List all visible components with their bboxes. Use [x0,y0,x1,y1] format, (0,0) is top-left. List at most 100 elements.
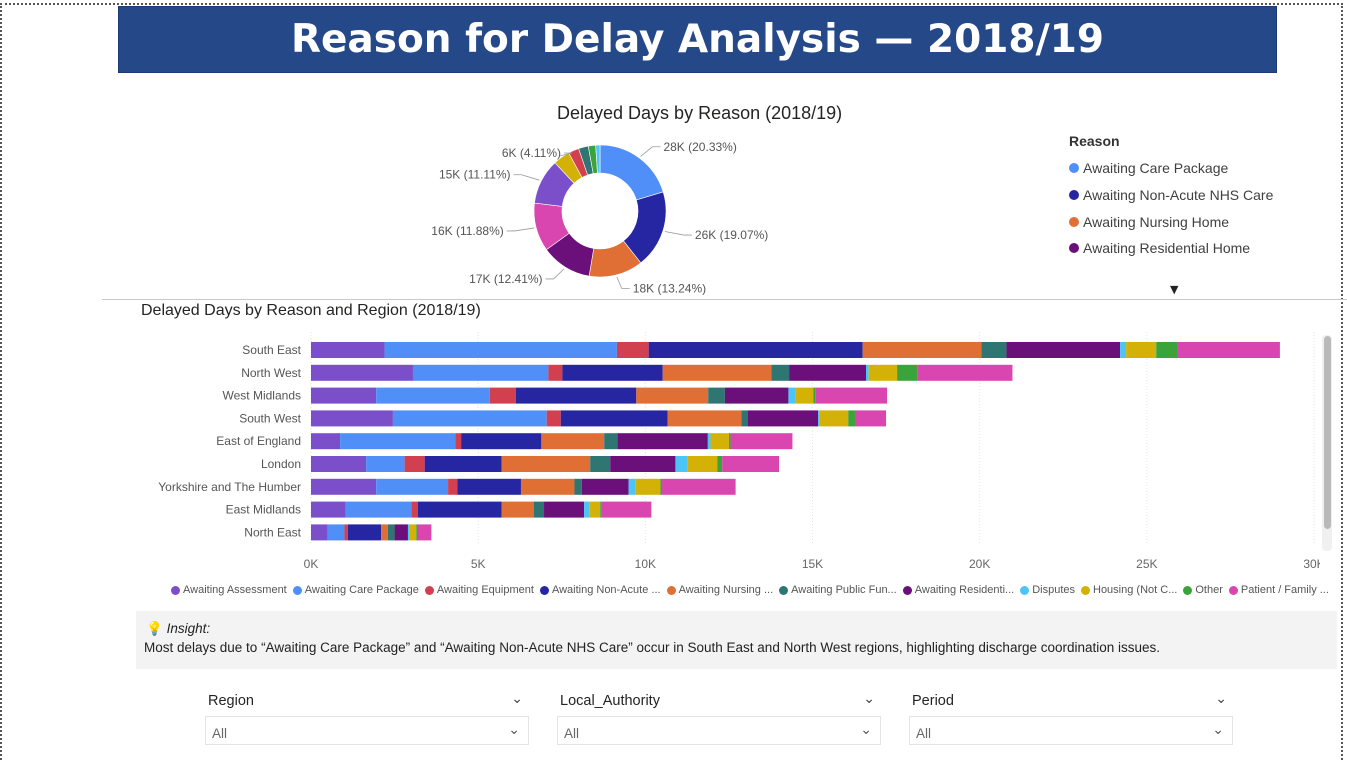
bar-segment[interactable] [327,524,345,541]
bar-segment[interactable] [560,410,668,427]
bar-legend-item[interactable]: Awaiting Assessment [171,584,287,596]
donut-legend-item[interactable]: Awaiting Residential Home [1069,235,1273,262]
stacked-bar-chart[interactable]: 0K 5K 10K 15K 20K 25K 30K South East North West W… [140,330,1320,580]
bar-segment[interactable] [868,364,898,381]
bar-segment[interactable] [581,478,629,495]
bar-segment[interactable] [584,501,590,518]
bar-legend-item[interactable]: Other [1183,584,1223,596]
bar-segment[interactable] [461,433,542,450]
bar-segment[interactable] [404,456,425,472]
bar-segment[interactable] [1120,342,1127,358]
bar-segment[interactable] [311,342,385,358]
bar-segment[interactable] [600,501,602,518]
bar-segment[interactable] [574,478,582,495]
bar-segment[interactable] [813,387,816,404]
bar-segment[interactable] [546,410,561,427]
bar-segment[interactable] [344,524,348,541]
bar-legend-item[interactable]: Awaiting Care Package [292,584,419,596]
bar-segment[interactable] [455,433,462,450]
bar-segment[interactable] [501,456,591,472]
donut-chart[interactable]: 28K (20.33%) 26K (19.07%) 18K (13.24%) 17K … [430,130,790,300]
chevron-down-icon[interactable]: ⌄ [1215,690,1227,706]
bar-segment[interactable] [741,410,748,427]
bar-segment[interactable] [601,501,652,518]
bar-legend-item[interactable]: Awaiting Non-Acute ... [539,584,661,596]
bar-segment[interactable] [854,410,887,427]
local-authority-dropdown[interactable]: All ⌄ [557,716,881,745]
bar-segment[interactable] [818,410,820,427]
bar-segment[interactable] [717,456,723,472]
bar-segment[interactable] [722,456,780,472]
bar-segment[interactable] [381,524,388,541]
bar-segment[interactable] [862,342,982,358]
bar-legend-item[interactable]: Awaiting Equipment [424,584,534,596]
chevron-down-icon[interactable]: ⌄ [508,721,520,737]
bar-segment[interactable] [411,501,418,518]
bar-segment[interactable] [311,501,346,518]
bar-segment[interactable] [675,456,688,472]
donut-legend-item[interactable]: Awaiting Non-Acute NHS Care [1069,182,1273,209]
bar-legend-item[interactable]: Awaiting Residenti... [902,584,1014,596]
bar-segment[interactable] [345,501,412,518]
chevron-down-icon[interactable]: ⌄ [860,721,872,737]
bar-segment[interactable] [544,501,585,518]
bar-segment[interactable] [616,342,649,358]
bar-segment[interactable] [311,364,413,381]
bar-segment[interactable] [628,478,636,495]
bar-segment[interactable] [707,433,711,450]
bar-segment[interactable] [710,433,729,450]
bar-segment[interactable] [897,364,918,381]
bar-segment[interactable] [384,342,617,358]
bar-segment[interactable] [815,387,888,404]
bar-legend-item[interactable]: Disputes [1020,584,1075,596]
bar-segment[interactable] [604,433,618,450]
bar-segment[interactable] [589,501,601,518]
bar-legend-item[interactable]: Awaiting Public Fun... [779,584,897,596]
bar-segment[interactable] [590,456,611,472]
bar-segment[interactable] [311,524,328,541]
bar-segment[interactable] [747,410,819,427]
bar-segment[interactable] [819,410,849,427]
bar-segment[interactable] [311,410,393,427]
bar-segment[interactable] [636,387,709,404]
donut-slice[interactable] [595,144,601,174]
bar-segment[interactable] [424,456,502,472]
bar-legend-item[interactable]: Patient / Family ... [1228,584,1329,596]
bar-segment[interactable] [311,433,341,450]
bar-segment[interactable] [617,433,708,450]
bar-segment[interactable] [1177,342,1280,358]
chevron-down-icon[interactable]: ⌄ [1212,721,1224,737]
bar-segment[interactable] [412,364,549,381]
bar-segment[interactable] [848,410,855,427]
bar-segment[interactable] [376,478,449,495]
bar-segment[interactable] [520,478,575,495]
bar-legend-item[interactable]: Awaiting Nursing ... [666,584,773,596]
bar-segment[interactable] [515,387,637,404]
bar-segment[interactable] [1156,342,1178,358]
bar-segment[interactable] [667,410,742,427]
bar-segment[interactable] [311,387,377,404]
bar-segment[interactable] [662,364,772,381]
bar-segment[interactable] [865,364,869,381]
period-dropdown[interactable]: All ⌄ [909,716,1233,745]
donut-legend-item[interactable]: Awaiting Care Package [1069,155,1273,182]
chart-scrollbar-thumb[interactable] [1324,336,1331,529]
bar-segment[interactable] [366,456,405,472]
bar-segment[interactable] [687,456,718,472]
bar-segment[interactable] [728,433,731,450]
bar-segment[interactable] [708,387,725,404]
bar-segment[interactable] [347,524,382,541]
bar-segment[interactable] [1006,342,1121,358]
bar-segment[interactable] [501,501,535,518]
bar-segment[interactable] [730,433,793,450]
bar-segment[interactable] [376,387,490,404]
donut-legend-item[interactable]: Awaiting Nursing Home [1069,208,1273,235]
bar-segment[interactable] [407,524,410,541]
bar-segment[interactable] [1126,342,1157,358]
bar-segment[interactable] [548,364,563,381]
bar-segment[interactable] [417,501,502,518]
bar-segment[interactable] [917,364,1013,381]
bar-segment[interactable] [340,433,456,450]
donut-slice[interactable] [599,144,664,201]
bar-segment[interactable] [534,501,545,518]
